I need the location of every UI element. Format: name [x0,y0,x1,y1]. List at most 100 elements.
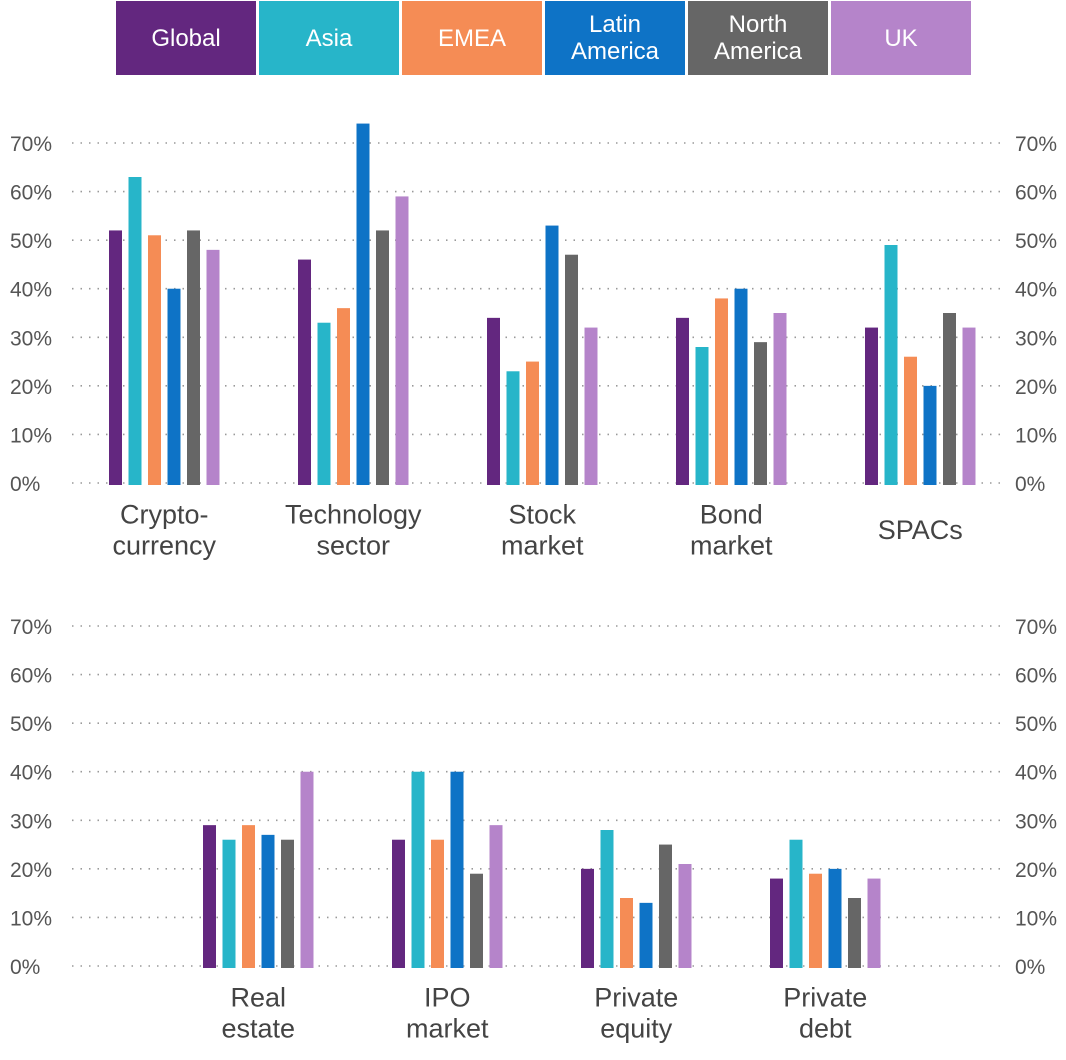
bar-global-technology-sector [298,259,311,485]
bar-asia-ipo-market [411,771,425,968]
bar-latin-america-private-equity [639,902,653,968]
y-tick-label-right: 40% [1015,279,1057,302]
bar-north-america-bond-market [754,342,767,485]
legend-item-asia: Asia [259,1,399,75]
bar-emea-private-debt [809,873,822,968]
y-tick-label-left: 0% [10,473,40,496]
y-tick-label-left: 60% [10,182,52,205]
bar-latin-america-spacs [923,385,937,485]
y-tick-label-right: 50% [1015,713,1057,736]
y-tick-label-right: 20% [1015,859,1057,882]
y-tick-label-left: 30% [10,810,52,833]
bar-latin-america-technology-sector [356,123,370,486]
bar-north-america-technology-sector [376,230,389,485]
bar-global-ipo-market [392,839,405,968]
bar-latin-america-ipo-market [450,771,464,968]
bar-uk-private-equity [678,864,692,968]
legend-item-global: Global [116,1,256,75]
bar-north-america-crypto-currency [187,230,200,485]
y-tick-label-right: 0% [1015,473,1045,496]
bar-north-america-spacs [943,313,956,485]
bar-asia-real-estate [222,839,236,968]
bar-uk-real-estate [300,771,314,968]
category-label-spacs: SPACs [878,515,963,545]
category-label-crypto-currency: Crypto-currency [112,500,216,561]
bar-north-america-real-estate [281,839,294,968]
y-tick-label-right: 20% [1015,376,1057,399]
y-tick-label-left: 20% [10,376,52,399]
bar-asia-private-equity [600,830,614,968]
y-tick-label-left: 50% [10,230,52,253]
y-tick-label-left: 70% [10,616,52,639]
bar-latin-america-bond-market [734,288,748,485]
y-tick-label-left: 50% [10,713,52,736]
legend-item-emea: EMEA [402,1,542,75]
y-tick-label-right: 40% [1015,762,1057,785]
bar-emea-spacs [904,356,917,485]
category-label-private-equity: Private equity [594,983,678,1044]
y-tick-label-left: 30% [10,327,52,350]
y-tick-label-right: 30% [1015,810,1057,833]
bar-global-crypto-currency [109,230,122,485]
category-label-bond-market: Bond market [690,500,773,561]
bar-uk-stock-market [584,327,598,485]
bar-emea-bond-market [715,298,728,485]
bar-uk-crypto-currency [206,249,220,485]
bar-uk-spacs [962,327,976,485]
y-tick-label-right: 50% [1015,230,1057,253]
bar-emea-real-estate [242,825,255,968]
legend-item-north-america: North America [688,1,828,75]
chart-1: 0% 0% 10% 10% 20% 20% 30% 30% 40% 40% 50% 50% 60% 60%… [10,123,1057,561]
legend-item-uk: UK [831,1,971,75]
category-label-ipo-market: IPO market [406,983,489,1044]
bar-asia-spacs [884,245,898,485]
y-tick-label-left: 20% [10,859,52,882]
bar-north-america-stock-market [565,254,578,485]
bar-north-america-private-debt [848,898,861,968]
y-tick-label-left: 10% [10,907,52,930]
bar-emea-crypto-currency [148,235,161,485]
y-tick-label-right: 30% [1015,327,1057,350]
bar-latin-america-stock-market [545,225,559,486]
bar-global-stock-market [487,317,500,485]
bar-emea-technology-sector [337,308,350,485]
bar-asia-private-debt [789,839,803,968]
category-label-technology-sector: Technology sector [285,500,422,561]
y-tick-label-left: 0% [10,956,40,979]
bar-north-america-ipo-market [470,873,483,968]
y-tick-label-right: 70% [1015,133,1057,156]
bar-emea-stock-market [526,361,539,485]
y-tick-label-right: 0% [1015,956,1045,979]
bar-emea-private-equity [620,898,633,968]
y-tick-label-left: 60% [10,665,52,688]
legend-item-latin-america: Latin America [545,1,685,75]
y-tick-label-right: 10% [1015,907,1057,930]
bar-global-private-equity [581,868,594,968]
bar-asia-bond-market [695,347,709,485]
y-tick-label-right: 60% [1015,665,1057,688]
y-tick-label-right: 10% [1015,424,1057,447]
bar-global-real-estate [203,825,216,968]
bar-global-private-debt [770,878,783,968]
y-tick-label-left: 70% [10,133,52,156]
legend: Global Asia EMEA Latin America North Ame… [116,1,971,75]
bar-uk-bond-market [773,313,787,485]
bar-uk-technology-sector [395,196,409,485]
bar-uk-ipo-market [489,825,503,968]
bar-emea-ipo-market [431,839,444,968]
bar-uk-private-debt [867,878,881,968]
category-label-private-debt: Private debt [783,983,867,1044]
bar-latin-america-real-estate [261,834,275,968]
bar-north-america-private-equity [659,844,672,968]
bar-latin-america-private-debt [828,868,842,968]
y-tick-label-left: 40% [10,762,52,785]
y-tick-label-left: 10% [10,424,52,447]
y-tick-label-left: 40% [10,279,52,302]
y-tick-label-right: 70% [1015,616,1057,639]
category-label-real-estate: Real estate [221,983,295,1044]
bar-asia-crypto-currency [128,177,142,485]
bar-global-spacs [865,327,878,485]
y-tick-label-right: 60% [1015,182,1057,205]
bar-asia-stock-market [506,371,520,485]
